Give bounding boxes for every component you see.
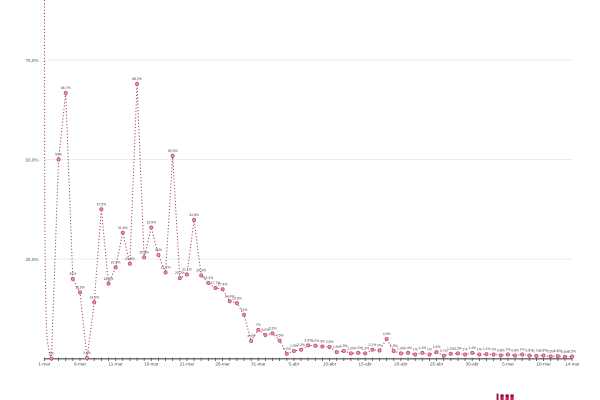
svg-text:0,5%: 0,5% xyxy=(561,350,569,354)
svg-text:4,5%: 4,5% xyxy=(276,334,284,338)
svg-text:1,4%: 1,4% xyxy=(418,346,426,350)
svg-text:21-mar: 21-mar xyxy=(180,362,195,367)
svg-text:5-abr: 5-abr xyxy=(289,362,300,367)
svg-text:37,5%: 37,5% xyxy=(97,202,107,206)
svg-text:1,4%: 1,4% xyxy=(354,346,362,350)
svg-text:1,2%: 1,2% xyxy=(283,347,291,351)
svg-text:4,9%: 4,9% xyxy=(383,332,391,336)
svg-text:26%: 26% xyxy=(155,248,162,252)
svg-text:50,9%: 50,9% xyxy=(168,149,178,153)
svg-text:32,9%: 32,9% xyxy=(146,221,156,225)
svg-text:34,8%: 34,8% xyxy=(189,213,199,217)
svg-text:20,9%: 20,9% xyxy=(196,268,206,272)
svg-text:1,9%: 1,9% xyxy=(390,344,398,348)
svg-text:1%: 1% xyxy=(463,348,468,352)
svg-text:23,8%: 23,8% xyxy=(125,257,135,261)
svg-text:6-mar: 6-mar xyxy=(74,362,86,367)
svg-text:1%: 1% xyxy=(413,348,418,352)
svg-text:5,9%: 5,9% xyxy=(262,328,270,332)
svg-text:0,7%: 0,7% xyxy=(533,349,541,353)
svg-text:2,9%: 2,9% xyxy=(326,340,334,344)
svg-text:10-abr: 10-abr xyxy=(323,362,337,367)
svg-text:13,9%: 13,9% xyxy=(232,296,242,300)
svg-text:1%: 1% xyxy=(505,348,510,352)
svg-text:16-mar: 16-mar xyxy=(144,362,159,367)
svg-text:21,1%: 21,1% xyxy=(182,268,192,272)
svg-text:1,2%: 1,2% xyxy=(447,347,455,351)
svg-text:0,8%: 0,8% xyxy=(497,348,505,352)
svg-text:1-mar: 1-mar xyxy=(38,362,50,367)
svg-text:1,3%: 1,3% xyxy=(397,346,405,350)
svg-text:66,7%: 66,7% xyxy=(61,86,71,90)
svg-text:1%: 1% xyxy=(477,348,482,352)
svg-text:25,0%: 25,0% xyxy=(25,257,38,262)
svg-text:1,3%: 1,3% xyxy=(361,346,369,350)
svg-text:3,2%: 3,2% xyxy=(311,339,319,343)
svg-text:75,0%: 75,0% xyxy=(25,58,38,63)
svg-text:25-abr: 25-abr xyxy=(430,362,444,367)
svg-text:25,4%: 25,4% xyxy=(139,251,149,255)
svg-text:1%: 1% xyxy=(520,348,525,352)
svg-text:22,9%: 22,9% xyxy=(111,260,121,264)
svg-text:2,2%: 2,2% xyxy=(297,343,305,347)
svg-text:0,6%: 0,6% xyxy=(83,351,91,355)
svg-text:1,4%: 1,4% xyxy=(468,346,476,350)
svg-text:10-mai: 10-mai xyxy=(536,362,550,367)
svg-text:18,8%: 18,8% xyxy=(104,277,114,281)
svg-text:20,2%: 20,2% xyxy=(175,271,185,275)
svg-text:20-abr: 20-abr xyxy=(394,362,408,367)
svg-text:0,8%: 0,8% xyxy=(511,349,519,353)
svg-text:4,4%: 4,4% xyxy=(247,334,255,338)
svg-text:16,6%: 16,6% xyxy=(75,286,85,290)
svg-text:50%: 50% xyxy=(55,153,62,157)
svg-text:26-mar: 26-mar xyxy=(215,362,230,367)
svg-text:50,0%: 50,0% xyxy=(25,158,38,163)
svg-text:1,1%: 1,1% xyxy=(483,347,491,351)
svg-text:1,6%: 1,6% xyxy=(333,345,341,349)
svg-text:21,6%: 21,6% xyxy=(161,266,171,270)
svg-text:19,4%: 19,4% xyxy=(204,276,214,280)
svg-text:3%: 3% xyxy=(320,340,325,344)
svg-text:14-mai: 14-mai xyxy=(565,362,579,367)
svg-text:17,7%: 17,7% xyxy=(211,281,221,285)
svg-text:14,4%: 14,4% xyxy=(225,294,235,298)
svg-text:11-mar: 11-mar xyxy=(108,362,123,367)
svg-text:0,7%: 0,7% xyxy=(440,349,448,353)
svg-text:0,8%: 0,8% xyxy=(525,349,533,353)
svg-text:2%: 2% xyxy=(377,344,382,348)
svg-text:0,5%: 0,5% xyxy=(568,350,576,354)
svg-text:20%: 20% xyxy=(69,272,76,276)
svg-text:1,4%: 1,4% xyxy=(404,346,412,350)
svg-text:31,6%: 31,6% xyxy=(118,226,128,230)
svg-text:30-abr: 30-abr xyxy=(466,362,480,367)
svg-text:3,3%: 3,3% xyxy=(304,338,312,342)
svg-text:0,5%: 0,5% xyxy=(547,350,555,354)
svg-text:17,4%: 17,4% xyxy=(218,282,228,286)
svg-text:1,6%: 1,6% xyxy=(433,345,441,349)
svg-text:14,1%: 14,1% xyxy=(89,295,99,299)
svg-text:15-abr: 15-abr xyxy=(359,362,373,367)
svg-text:1%: 1% xyxy=(491,348,496,352)
svg-text:7%: 7% xyxy=(256,323,261,327)
svg-text:0,8%: 0,8% xyxy=(540,349,548,353)
svg-text:1,9%: 1,9% xyxy=(340,344,348,348)
svg-text:1,3%: 1,3% xyxy=(347,346,355,350)
svg-text:1%: 1% xyxy=(427,348,432,352)
svg-text:5-mai: 5-mai xyxy=(502,362,514,367)
svg-text:6,3%: 6,3% xyxy=(269,327,277,331)
svg-text:1,3%: 1,3% xyxy=(454,346,462,350)
svg-text:68,2%: 68,2% xyxy=(132,77,142,81)
svg-text:2,2%: 2,2% xyxy=(369,343,377,347)
svg-text:1,9%: 1,9% xyxy=(290,344,298,348)
svg-text:11%: 11% xyxy=(241,308,248,312)
svg-text:31-mar: 31-mar xyxy=(251,362,266,367)
svg-text:0%: 0% xyxy=(49,352,54,356)
svg-text:0,6%: 0,6% xyxy=(554,349,562,353)
